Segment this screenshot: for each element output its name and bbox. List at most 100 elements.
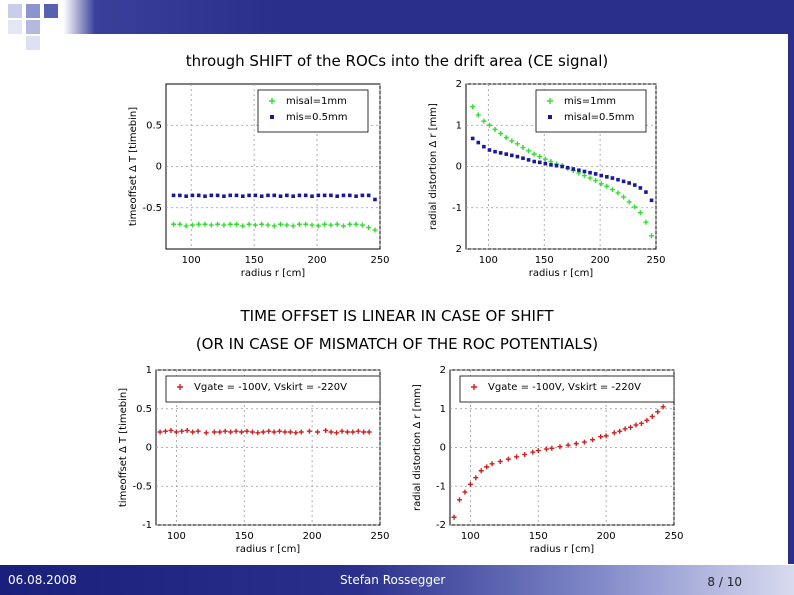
data-point	[306, 428, 312, 434]
data-point	[478, 468, 484, 474]
data-point	[347, 193, 352, 198]
data-point	[316, 193, 321, 198]
data-point	[315, 223, 321, 229]
data-point	[627, 181, 631, 185]
x-tick-label: 200	[591, 255, 610, 266]
data-point	[323, 427, 329, 433]
data-point	[537, 160, 542, 165]
x-axis-label: radius r [cm]	[529, 268, 594, 279]
data-point	[340, 223, 346, 229]
data-point	[334, 221, 340, 227]
data-point	[605, 175, 609, 179]
data-point	[532, 159, 536, 164]
data-point	[504, 152, 509, 156]
data-point	[297, 193, 302, 198]
data-point	[366, 193, 371, 198]
y-axis-label: timeoffset Δ T [timebin]	[128, 107, 139, 226]
data-point	[353, 221, 359, 227]
data-point	[638, 186, 643, 190]
y-tick-label: 0.5	[136, 404, 152, 415]
data-point	[604, 183, 610, 189]
data-point	[271, 223, 277, 229]
data-point	[520, 145, 526, 151]
data-point	[531, 151, 537, 157]
data-point	[611, 430, 617, 436]
data-point	[196, 221, 202, 227]
data-point	[505, 456, 511, 462]
data-point	[581, 173, 587, 179]
data-point	[603, 433, 609, 439]
x-tick-label: 200	[597, 531, 616, 542]
data-point	[628, 424, 634, 430]
legend-label: Vgate = -100V, Vskirt = -220V	[488, 382, 641, 393]
legend-box	[165, 375, 381, 403]
x-axis-label: radius r [cm]	[241, 268, 306, 279]
data-point	[322, 193, 327, 198]
data-point	[557, 444, 563, 450]
data-point	[593, 172, 598, 176]
data-point	[462, 489, 468, 495]
y-tick-label: 1	[456, 120, 462, 131]
data-point	[486, 122, 492, 128]
data-point	[278, 221, 284, 227]
footer-author: Stefan Rossegger	[340, 573, 446, 587]
legend-marker	[269, 98, 275, 104]
data-point	[183, 223, 189, 229]
data-point	[632, 183, 637, 187]
data-point	[565, 165, 570, 170]
data-point	[322, 221, 328, 227]
y-tick-label: -1	[452, 203, 462, 214]
data-point	[573, 441, 579, 447]
data-point	[284, 222, 290, 228]
data-point	[184, 194, 188, 198]
data-point	[315, 429, 321, 435]
legend-label: Vgate = -100V, Vskirt = -220V	[194, 382, 347, 393]
data-point	[599, 173, 604, 178]
data-point	[360, 193, 365, 198]
data-point	[341, 193, 346, 198]
data-point	[638, 420, 644, 426]
x-axis-label: radius r [cm]	[530, 544, 595, 555]
data-point	[163, 428, 169, 434]
x-tick-label: 250	[370, 531, 389, 542]
data-point	[291, 194, 295, 198]
subtitle-mismatch: (OR IN CASE OF MISMATCH OF THE ROC POTEN…	[195, 335, 599, 353]
y-axis-label: radial distortion Δ r [mm]	[428, 103, 439, 230]
data-point	[335, 194, 339, 198]
data-point	[171, 221, 177, 227]
data-point	[626, 199, 632, 205]
legend-label: mis=0.5mm	[286, 112, 348, 123]
data-point	[451, 514, 457, 520]
data-point	[293, 430, 299, 436]
data-point	[203, 194, 207, 198]
data-point	[266, 193, 270, 198]
data-point	[296, 221, 302, 227]
data-point	[509, 138, 515, 144]
data-point	[644, 190, 648, 194]
data-point	[498, 151, 503, 155]
data-point	[228, 193, 232, 198]
legend-box	[535, 89, 647, 133]
data-point	[211, 429, 217, 435]
data-point	[644, 417, 650, 423]
legend-marker	[471, 384, 477, 390]
data-point	[549, 445, 555, 451]
data-point	[249, 429, 255, 435]
data-point	[633, 422, 639, 428]
x-tick-label: 100	[167, 531, 186, 542]
data-point	[355, 428, 361, 434]
x-tick-label: 150	[245, 255, 264, 266]
data-point	[537, 154, 543, 160]
data-point	[514, 141, 520, 147]
x-tick-label: 250	[370, 255, 389, 266]
y-tick-label: -2	[436, 520, 446, 531]
y-tick-label: -1	[436, 481, 446, 492]
data-point	[277, 428, 283, 434]
chart-radial-potential: 100 150 200 250 -2 -1 0 1 2 radius r [cm] radial d…	[412, 365, 684, 555]
data-point	[590, 437, 596, 443]
data-point	[217, 429, 223, 435]
data-point	[282, 429, 288, 435]
data-point	[222, 194, 226, 198]
data-point	[503, 135, 509, 141]
data-point	[173, 429, 179, 435]
